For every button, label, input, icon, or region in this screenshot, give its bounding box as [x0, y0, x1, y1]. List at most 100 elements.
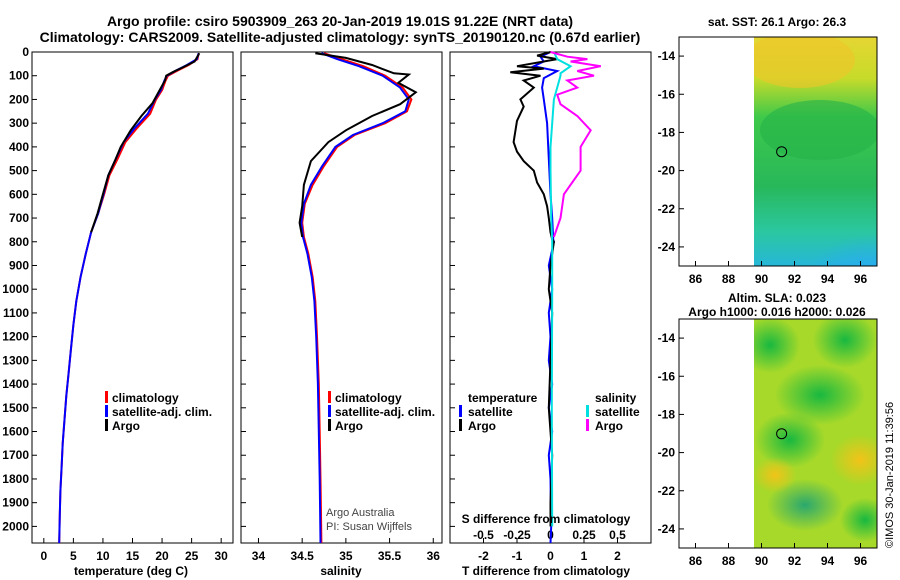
s-tick-label: -0.25	[503, 528, 531, 542]
x-tick-label: 35.5	[378, 549, 402, 563]
x-tick-label: -2	[478, 549, 489, 563]
map-lat-label: -22	[658, 484, 676, 498]
y-tick-label: 1400	[2, 377, 29, 391]
series-climatology	[58, 53, 200, 544]
map-lon-label: 94	[821, 272, 835, 286]
sla-map-axes: 86 88 90 92 94 96 -14 -16 -18 -20 -22 -24	[658, 331, 868, 568]
map-lat-label: -16	[658, 87, 676, 101]
series-satellite-adj-clim-	[300, 52, 410, 544]
legend-swatch-satellite	[105, 405, 108, 417]
s-tick-label: 0.25	[572, 528, 596, 542]
map-lon-label: 96	[854, 554, 868, 568]
map-lat-label: -20	[658, 446, 676, 460]
legend-salinity: salinity	[595, 391, 637, 405]
legend-temperature: temperature	[468, 391, 538, 405]
sst-map-axes: 86 88 90 92 94 96 -14 -16 -18 -20 -22 -24	[658, 49, 868, 286]
difference-xlabel: T difference from climatology	[462, 564, 630, 578]
salinity-legend: climatology satellite-adj. clim. Argo	[328, 391, 435, 433]
y-tick-label: 1100	[3, 306, 29, 320]
y-tick-label: 1700	[2, 448, 29, 462]
map-lat-label: -18	[658, 125, 676, 139]
series-temperature-satellite	[530, 51, 561, 544]
legend-swatch-argo	[328, 419, 331, 431]
y-tick-label: 1500	[2, 401, 29, 415]
y-tick-label: 2000	[2, 519, 29, 533]
legend-swatch-s-satellite	[586, 405, 589, 417]
series-salinity-argo	[550, 51, 602, 238]
y-tick-label: 400	[9, 140, 29, 154]
series-argo	[298, 52, 418, 238]
salinity-plot: 34 34.5 35 35.5 36	[241, 51, 441, 563]
legend-climatology: climatology	[112, 391, 179, 405]
x-tick-label: 15	[126, 549, 140, 563]
map-lat-label: -24	[658, 522, 676, 536]
map-lat-label: -16	[658, 369, 676, 383]
credit-pi: PI: Susan Wijffels	[326, 521, 412, 533]
x-tick-label: 25	[185, 549, 199, 563]
x-tick-label: 36	[427, 549, 441, 563]
legend-swatch-t-satellite	[459, 405, 462, 417]
y-tick-label: 300	[9, 116, 29, 130]
legend-t-satellite: satellite	[468, 405, 513, 419]
s-difference-xlabel: S difference from climatology	[462, 512, 631, 526]
map-lat-label: -20	[658, 164, 676, 178]
legend-s-argo: Argo	[595, 419, 623, 433]
float-position-marker	[776, 428, 788, 440]
legend-argo: Argo	[335, 419, 363, 433]
sla-map: 86 88 90 92 94 96 -14 -16 -18 -20 -22 -24	[658, 318, 878, 568]
x-tick-label: 0	[547, 549, 554, 563]
difference-plot: -2 -1 0 1 2-0.5 -0.25 0 0.25 0.5	[450, 51, 626, 563]
figure-title-line2: Climatology: CARS2009. Satellite-adjuste…	[39, 29, 641, 45]
credit-org: Argo Australia	[326, 507, 395, 519]
s-tick-label: -0.5	[473, 528, 494, 542]
y-tick-label: 1300	[2, 353, 29, 367]
y-tick-label: 900	[9, 258, 29, 272]
y-tick-label: 600	[9, 187, 29, 201]
x-tick-label: 0	[40, 549, 47, 563]
legend-swatch-argo	[105, 419, 108, 431]
sst-map-title: sat. SST: 26.1 Argo: 26.3	[708, 15, 847, 29]
legend-climatology: climatology	[335, 391, 402, 405]
difference-legend: temperature satellite Argo salinity sate…	[459, 391, 640, 433]
temperature-xlabel: temperature (deg C)	[74, 564, 188, 578]
legend-swatch-satellite	[328, 405, 331, 417]
map-lon-label: 96	[854, 272, 868, 286]
legend-swatch-s-argo	[586, 419, 589, 431]
x-tick-label: 5	[70, 549, 77, 563]
map-lon-label: 88	[722, 554, 736, 568]
x-tick-label: 34	[252, 549, 266, 563]
map-lon-label: 90	[755, 272, 769, 286]
temperature-plot: 0100200300400500600700800900100011001200…	[2, 45, 228, 563]
legend-satellite: satellite-adj. clim.	[112, 405, 212, 419]
legend-t-argo: Argo	[468, 419, 496, 433]
figure-title-line1: Argo profile: csiro 5903909_263 20-Jan-2…	[106, 13, 574, 29]
y-tick-label: 1600	[2, 425, 29, 439]
y-tick-label: 100	[9, 69, 29, 83]
y-tick-label: 700	[9, 211, 29, 225]
map-lon-label: 86	[689, 554, 703, 568]
float-position-marker	[776, 146, 788, 158]
map-lon-label: 92	[788, 272, 802, 286]
s-tick-label: 0.5	[609, 528, 626, 542]
series-satellite-adj-clim-	[58, 52, 200, 544]
sla-map-title-line1: Altim. SLA: 0.023	[728, 291, 826, 305]
y-tick-label: 1200	[2, 330, 29, 344]
x-tick-label: 30	[214, 549, 228, 563]
sst-map: 86 88 90 92 94 96 -14 -16 -18 -20 -22 -24	[658, 36, 878, 286]
y-tick-label: 1000	[2, 282, 29, 296]
x-tick-label: 10	[96, 549, 110, 563]
map-lat-label: -24	[658, 240, 676, 254]
map-lat-label: -14	[658, 49, 676, 63]
map-lon-label: 88	[722, 272, 736, 286]
salinity-panel-frame	[240, 51, 443, 544]
x-tick-label: 34.5	[290, 549, 314, 563]
map-lat-label: -14	[658, 331, 676, 345]
map-lat-label: -22	[658, 202, 676, 216]
legend-argo: Argo	[112, 419, 140, 433]
map-lon-label: 90	[755, 554, 769, 568]
y-tick-label: 500	[9, 164, 29, 178]
y-tick-label: 1900	[2, 496, 29, 510]
series-argo	[90, 52, 201, 233]
map-lon-label: 86	[689, 272, 703, 286]
